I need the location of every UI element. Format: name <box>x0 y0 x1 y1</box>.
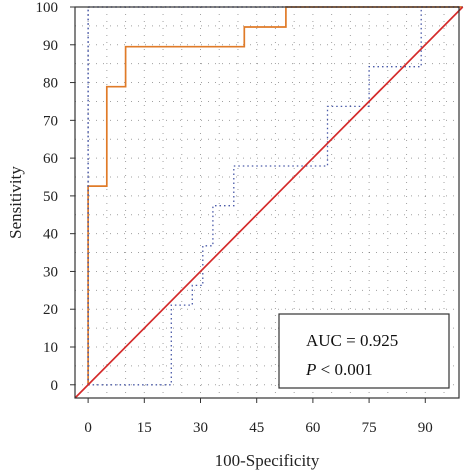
y-tick-label: 100 <box>36 0 59 16</box>
x-tick-label: 90 <box>418 420 433 436</box>
y-tick-label: 10 <box>43 340 58 356</box>
x-tick-label: 60 <box>305 420 320 436</box>
x-tick-label: 45 <box>249 420 264 436</box>
x-tick-label: 30 <box>193 420 208 436</box>
x-axis-title: 100-Specificity <box>215 451 320 470</box>
auc-label: AUC = 0.925 <box>306 331 398 350</box>
auc-annotation-box <box>278 313 450 389</box>
p-value-label: P < 0.001 <box>305 360 373 379</box>
y-axis: 0 10 20 30 40 50 60 70 80 90 100 <box>36 0 75 394</box>
y-tick-label: 30 <box>43 264 58 280</box>
x-tick-label: 15 <box>137 420 152 436</box>
auc-annotation: AUC = 0.925 P < 0.001 <box>278 313 450 389</box>
plot-frame <box>74 6 460 399</box>
confidence-bound <box>88 6 463 386</box>
x-axis: 0 15 30 45 60 75 90 <box>84 398 433 436</box>
y-tick-label: 60 <box>43 151 58 167</box>
roc-curve <box>87 6 463 385</box>
y-tick-label: 80 <box>43 76 58 92</box>
y-tick-label: 50 <box>43 189 58 205</box>
x-tick-label: 0 <box>84 420 92 436</box>
y-tick-label: 40 <box>43 227 58 243</box>
y-tick-label: 70 <box>43 113 58 129</box>
reference-line <box>74 6 464 399</box>
grid <box>75 6 459 398</box>
p-symbol: P <box>305 360 316 379</box>
y-tick-label: 0 <box>51 378 59 394</box>
y-tick-label: 90 <box>43 38 58 54</box>
p-value-text: < 0.001 <box>316 360 372 379</box>
x-tick-label: 75 <box>362 420 377 436</box>
y-tick-label: 20 <box>43 302 58 318</box>
y-axis-title: Sensitivity <box>6 166 25 239</box>
